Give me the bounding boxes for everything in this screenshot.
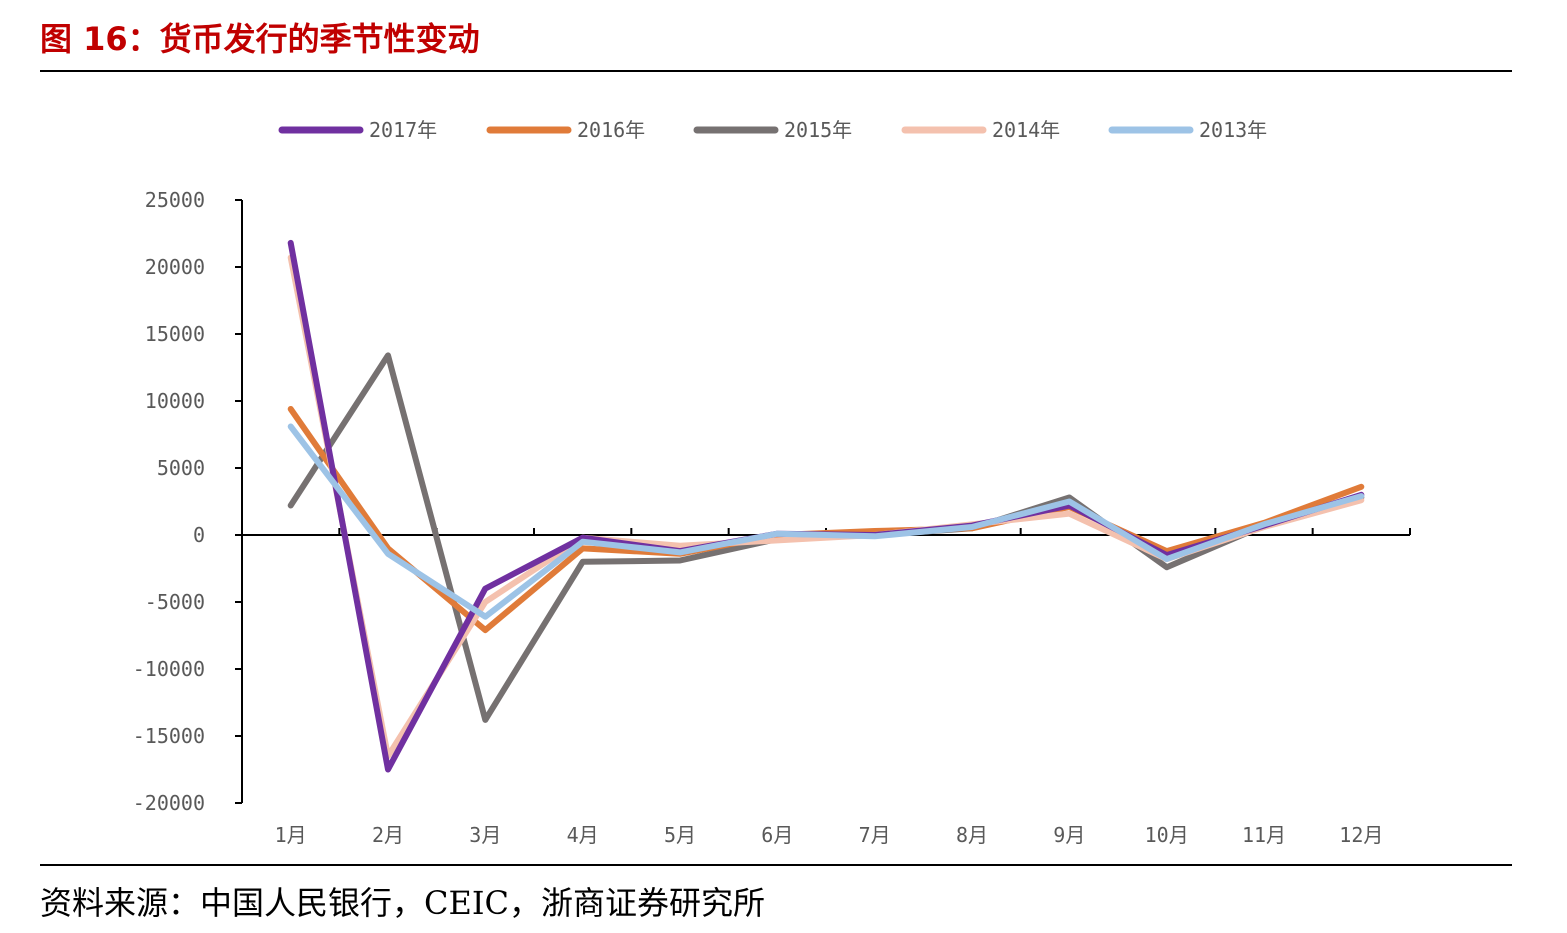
series-layer: [287, 239, 1365, 773]
x-tick-label: 6月: [761, 823, 793, 847]
line-chart: 2017年 2016年 2015年 2014年 2013年 25000 20000 1500…: [133, 118, 1411, 847]
legend-label: 2015年: [784, 118, 852, 142]
legend-label: 2017年: [369, 118, 437, 142]
legend: 2017年 2016年 2015年 2014年 2013年: [278, 118, 1267, 142]
bottom-rule: [40, 864, 1512, 866]
legend-label: 2016年: [577, 118, 645, 142]
chart-title: 图 16：货币发行的季节性变动: [40, 20, 480, 58]
y-tick-label: -10000: [133, 657, 205, 681]
x-tick-label: 11月: [1242, 823, 1286, 847]
y-tick-label: -20000: [133, 791, 205, 815]
y-tick-label: 20000: [145, 255, 205, 279]
x-tick-label: 1月: [275, 823, 307, 847]
y-tick-label: 0: [193, 523, 205, 547]
y-tick-label: 10000: [145, 389, 205, 413]
series-line-2017年: [287, 239, 1365, 773]
x-tick-label: 5月: [664, 823, 696, 847]
source-note: 资料来源：中国人民银行，CEIC，浙商证券研究所: [40, 884, 765, 922]
series-line-2014年: [287, 254, 1365, 760]
x-tick-label: 7月: [859, 823, 891, 847]
legend-label: 2014年: [992, 118, 1060, 142]
x-tick-label: 3月: [469, 823, 501, 847]
y-tick-label: 25000: [145, 188, 205, 212]
y-tick-label: 5000: [157, 456, 205, 480]
x-tick-label: 10月: [1145, 823, 1189, 847]
x-tick-label: 2月: [372, 823, 404, 847]
axes: 25000 20000 15000 10000 5000 0 -5000 -10000 -150…: [133, 188, 1411, 847]
x-tick-label: 8月: [956, 823, 988, 847]
y-tick-label: -5000: [145, 590, 205, 614]
top-rule: [40, 70, 1512, 72]
series-line-2013年: [287, 423, 1365, 620]
legend-label: 2013年: [1199, 118, 1267, 142]
y-tick-label: -15000: [133, 724, 205, 748]
x-tick-label: 9月: [1053, 823, 1085, 847]
x-tick-label: 4月: [567, 823, 599, 847]
y-tick-label: 15000: [145, 322, 205, 346]
x-tick-label: 12月: [1339, 823, 1383, 847]
